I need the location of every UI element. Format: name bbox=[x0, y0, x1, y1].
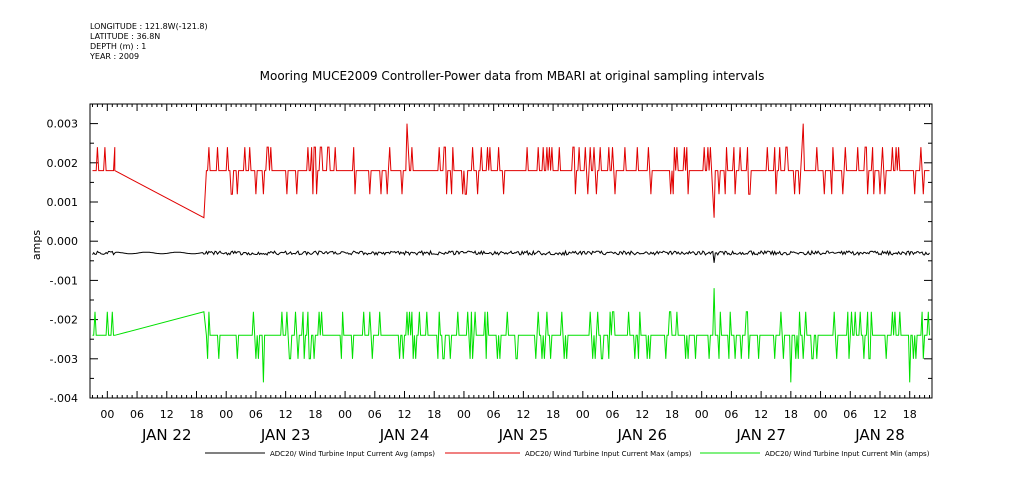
x-tick-label: 18 bbox=[546, 408, 560, 421]
series-avg-line bbox=[92, 249, 930, 263]
legend-label: ADC20/ Wind Turbine Input Current Min (a… bbox=[765, 450, 930, 458]
day-label: JAN 27 bbox=[735, 426, 786, 444]
x-tick-label: 18 bbox=[189, 408, 203, 421]
x-tick-label: 06 bbox=[249, 408, 263, 421]
day-label: JAN 25 bbox=[498, 426, 549, 444]
x-tick-label: 00 bbox=[219, 408, 233, 421]
y-tick-label: 0.002 bbox=[47, 157, 79, 170]
axis-labels: 00 06 12 18 00 06 12 18 00 06 12 18 00 06 12 18 00 06 12 18… bbox=[47, 118, 917, 444]
x-tick-label: 12 bbox=[160, 408, 174, 421]
chart-title: Mooring MUCE2009 Controller-Power data f… bbox=[260, 69, 765, 83]
axis-ticks bbox=[90, 103, 932, 399]
x-tick-label: 06 bbox=[487, 408, 501, 421]
x-tick-label: 00 bbox=[695, 408, 709, 421]
x-tick-label: 18 bbox=[784, 408, 798, 421]
y-tick-label: 0.000 bbox=[47, 235, 79, 248]
x-tick-label: 12 bbox=[279, 408, 293, 421]
series-max-line bbox=[92, 123, 930, 219]
x-tick-label: 12 bbox=[398, 408, 412, 421]
y-tick-label: 0.001 bbox=[47, 196, 79, 209]
y-axis-label: amps bbox=[30, 230, 43, 260]
x-tick-label: 06 bbox=[368, 408, 382, 421]
latitude-line: LATITUDE : 36.8N bbox=[90, 32, 161, 41]
x-tick-label: 12 bbox=[873, 408, 887, 421]
series-min-line bbox=[92, 288, 930, 383]
y-tick-label: -.004 bbox=[50, 392, 78, 405]
day-label: JAN 24 bbox=[379, 426, 430, 444]
x-tick-label: 00 bbox=[576, 408, 590, 421]
x-tick-label: 12 bbox=[754, 408, 768, 421]
x-tick-label: 06 bbox=[843, 408, 857, 421]
x-tick-label: 18 bbox=[665, 408, 679, 421]
legend: ADC20/ Wind Turbine Input Current Avg (a… bbox=[205, 450, 930, 458]
x-tick-label: 18 bbox=[903, 408, 917, 421]
longitude-line: LONGITUDE : 121.8W(-121.8) bbox=[90, 22, 208, 31]
day-label: JAN 26 bbox=[617, 426, 668, 444]
y-tick-label: -.003 bbox=[50, 353, 78, 366]
legend-label: ADC20/ Wind Turbine Input Current Max (a… bbox=[525, 450, 692, 458]
year-line: YEAR : 2009 bbox=[90, 52, 140, 61]
series-group bbox=[92, 123, 930, 383]
x-tick-label: 06 bbox=[606, 408, 620, 421]
legend-label: ADC20/ Wind Turbine Input Current Avg (a… bbox=[270, 450, 435, 458]
x-tick-label: 00 bbox=[457, 408, 471, 421]
x-tick-label: 12 bbox=[635, 408, 649, 421]
metadata-header: LONGITUDE : 121.8W(-121.8) LATITUDE : 36… bbox=[90, 22, 208, 62]
plot-frame bbox=[89, 103, 933, 399]
x-tick-label: 00 bbox=[814, 408, 828, 421]
y-tick-label: -.002 bbox=[50, 314, 78, 327]
x-tick-label: 00 bbox=[100, 408, 114, 421]
depth-line: DEPTH (m) : 1 bbox=[90, 42, 147, 51]
x-tick-label: 18 bbox=[308, 408, 322, 421]
x-tick-label: 18 bbox=[427, 408, 441, 421]
day-label: JAN 22 bbox=[141, 426, 192, 444]
x-tick-label: 06 bbox=[130, 408, 144, 421]
y-tick-label: 0.003 bbox=[47, 118, 79, 131]
day-label: JAN 23 bbox=[260, 426, 311, 444]
x-tick-label: 12 bbox=[516, 408, 530, 421]
day-label: JAN 28 bbox=[854, 426, 905, 444]
x-tick-label: 06 bbox=[724, 408, 738, 421]
x-tick-label: 00 bbox=[338, 408, 352, 421]
y-tick-label: -.001 bbox=[50, 274, 78, 287]
